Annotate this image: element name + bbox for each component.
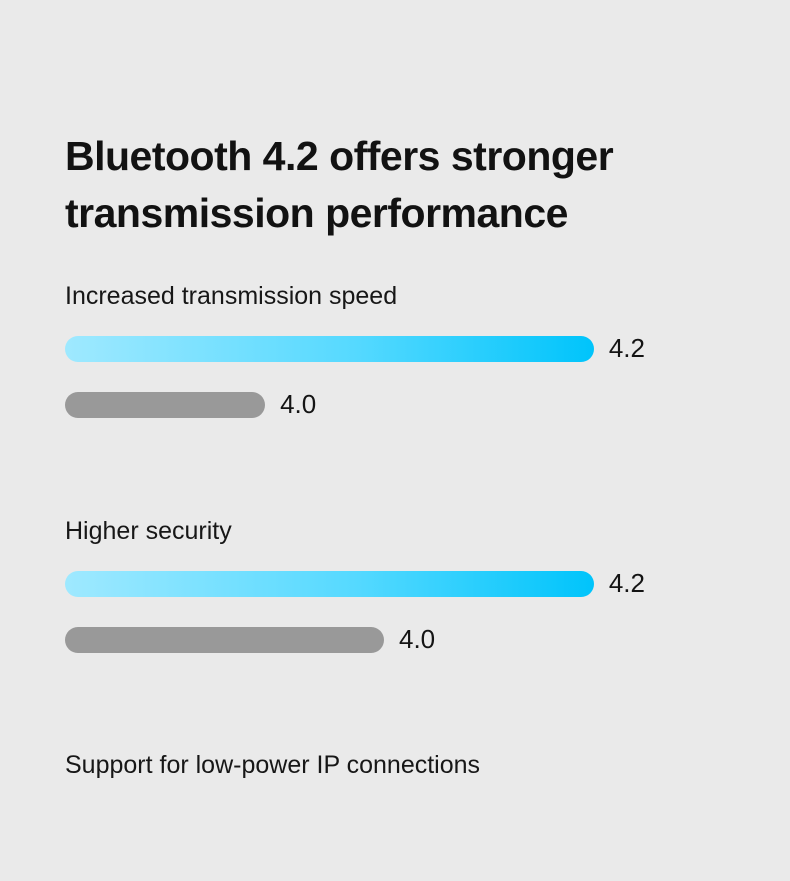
bar-value-bt42-security: 4.2 [608, 568, 645, 599]
footnote-low-power-ip: Support for low-power IP connections [65, 751, 481, 780]
chart-group-transmission-speed: Increased transmission speed 4.2 4.0 [65, 281, 725, 420]
bar-bt42-security [65, 570, 594, 597]
group-label-transmission-speed: Increased transmission speed [65, 282, 398, 311]
bar-row-bt42-security: 4.2 [65, 568, 645, 599]
bar-row-bt42-speed: 4.2 [65, 333, 645, 364]
bar-value-bt40-security: 4.0 [399, 624, 436, 655]
bar-bt40-security [65, 626, 384, 653]
chart-group-security: Higher security 4.2 4.0 [65, 516, 725, 655]
bar-row-bt40-speed: 4.0 [65, 389, 645, 420]
bar-value-bt40-speed: 4.0 [280, 389, 317, 420]
bar-area-transmission-speed: 4.2 4.0 [65, 333, 645, 420]
page-title: Bluetooth 4.2 offers stronger transmissi… [65, 133, 614, 236]
bar-row-bt40-security: 4.0 [65, 624, 645, 655]
bar-bt42-speed [65, 335, 594, 362]
bar-value-bt42-speed: 4.2 [608, 333, 645, 364]
group-label-security: Higher security [65, 517, 232, 546]
bar-area-security: 4.2 4.0 [65, 568, 645, 655]
bar-bt40-speed [65, 391, 266, 418]
